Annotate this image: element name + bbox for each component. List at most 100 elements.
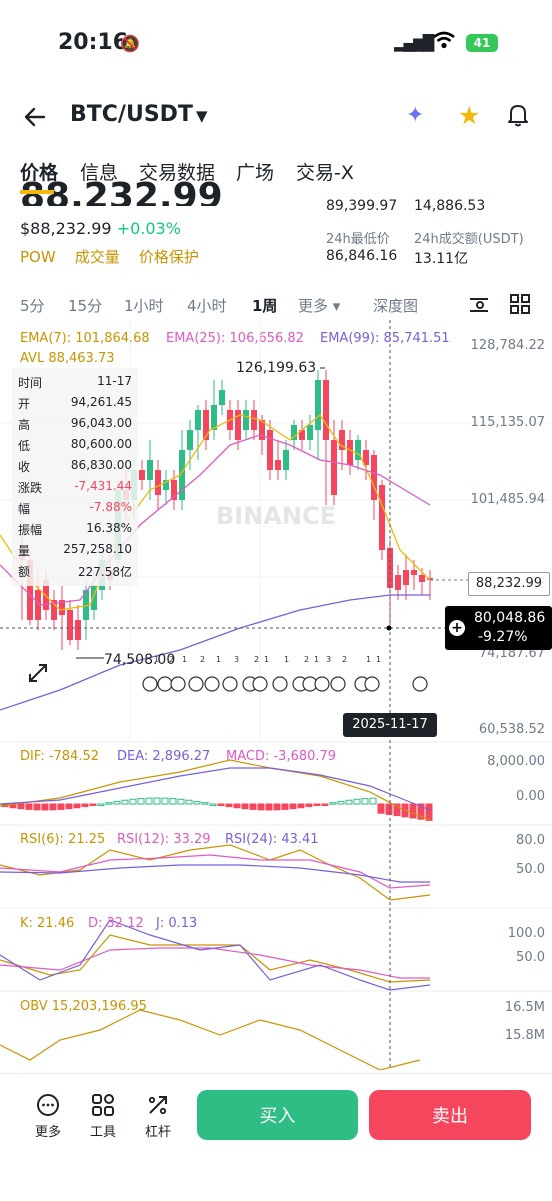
interval-15m[interactable]: 15分 [68,297,103,315]
vol-usdt-label: 24h成交额(USDT) [414,232,524,247]
macd-bar [105,802,113,805]
macd-bar [137,798,145,805]
event-marker [412,676,428,692]
crosshair-dot [386,625,392,631]
chart-settings-icon[interactable] [468,295,490,319]
event-marker [252,676,268,692]
candle-body [27,560,33,620]
tag-price-protection[interactable]: 价格保护 [138,248,199,266]
candle-body [339,430,345,450]
macd-dea-line [0,767,431,811]
caret-down-icon[interactable]: ▼ [196,107,208,125]
tools-label[interactable]: 工具 [89,1125,116,1140]
macd-dif-line [0,759,431,821]
tab-price[interactable]: 价格 [20,162,59,184]
candle-body [283,450,289,470]
interval-more[interactable]: 更多 ▾ [298,297,341,315]
leverage-label[interactable]: 杠杆 [144,1125,171,1140]
interval-5m[interactable]: 5分 [20,297,45,315]
interval-depth[interactable]: 深度图 [373,297,419,315]
event-count: 2 [304,655,309,664]
star-icon[interactable]: ★ [458,101,481,130]
grid-icon[interactable] [510,294,530,318]
macd-bar [297,803,305,809]
event-marker [272,676,288,692]
more-dots-icon[interactable] [26,1093,70,1123]
macd-bar [241,803,249,810]
tab-trade-x[interactable]: 交易-X [296,162,354,184]
macd-bar [249,803,257,810]
bell-icon[interactable] [506,102,530,134]
candle-body [427,578,433,580]
macd-bar [57,803,65,810]
tag-pow[interactable]: POW [20,248,56,266]
macd-bar [129,798,137,805]
macd-bar [161,797,169,805]
ema25-label: EMA(25): 106,656.82 [166,331,304,346]
tab-square[interactable]: 广场 [236,162,275,184]
avl-label: AVL 88,463.73 [20,351,115,366]
last-price-line: $88,232.99 +0.03% [20,219,181,238]
macd-bar [89,803,97,806]
wifi-icon [432,30,456,55]
vol-btc-24h: 14,886.53 [414,198,486,214]
macd-bar [289,803,297,810]
rsi6-label: RSI(6): 21.25 [20,832,106,847]
candle-body [211,405,217,430]
low-24h: 86,846.16 [326,248,398,264]
axis-label: 100.0 [507,926,545,941]
macd-bar [409,803,417,819]
interval-4h[interactable]: 4小时 [187,297,227,315]
tab-trading-data[interactable]: 交易数据 [139,162,216,184]
candle-body [307,425,313,440]
pair-title[interactable]: BTC/USDT [70,102,193,127]
sell-button[interactable]: 卖出 [369,1090,531,1140]
interval-1w[interactable]: 1周 [252,297,278,315]
axis-label: 60,538.52 [478,722,545,737]
candle-body [171,480,177,500]
more-label[interactable]: 更多 [34,1125,61,1140]
macd-bar [361,798,369,805]
candle-body [187,430,193,450]
tools-grid-icon[interactable] [81,1093,125,1123]
interval-1h[interactable]: 1小时 [124,297,164,315]
macd-bar [233,803,241,809]
axis-label: 15.8M [504,1028,545,1043]
back-arrow-icon[interactable] [22,104,48,137]
macd-bar [321,803,329,806]
axis-label: 101,485.94 [470,492,545,507]
ai-sparkle-icon[interactable]: ✦ [406,103,425,128]
tag-volume[interactable]: 成交量 [74,248,120,266]
status-time: 20:16 [58,30,129,55]
macd-value-label: MACD: -3,680.79 [226,749,337,764]
kdj-d-label: D: 32.12 [88,916,144,931]
buy-button[interactable]: 买入 [197,1090,358,1140]
obv-line [0,1009,421,1070]
rsi24-label: RSI(24): 43.41 [225,832,319,847]
candle-body [75,620,81,640]
macd-bar [369,797,377,805]
axis-label: 50.0 [516,950,545,965]
macd-bar [329,802,337,805]
event-count: 3 [234,655,239,664]
candle-body [219,390,225,405]
candle-body [203,410,209,440]
tab-info[interactable]: 信息 [80,162,119,184]
expand-icon[interactable] [27,662,49,689]
macd-bar [113,800,121,805]
candle-body [275,460,281,470]
tab-active-indicator [20,190,54,194]
candle-body [371,455,377,500]
macd-bar [273,803,281,811]
event-marker [142,676,158,692]
macd-bar [145,797,153,805]
rsi24-line [0,864,430,883]
tag-list: POW 成交量 价格保护 [20,246,199,267]
kdj-k-line [0,934,431,983]
leverage-icon[interactable] [136,1093,180,1123]
price-change: +0.03% [116,219,181,238]
plus-icon[interactable]: + [449,620,465,636]
macd-bar [281,803,289,810]
candle-body [379,485,385,550]
